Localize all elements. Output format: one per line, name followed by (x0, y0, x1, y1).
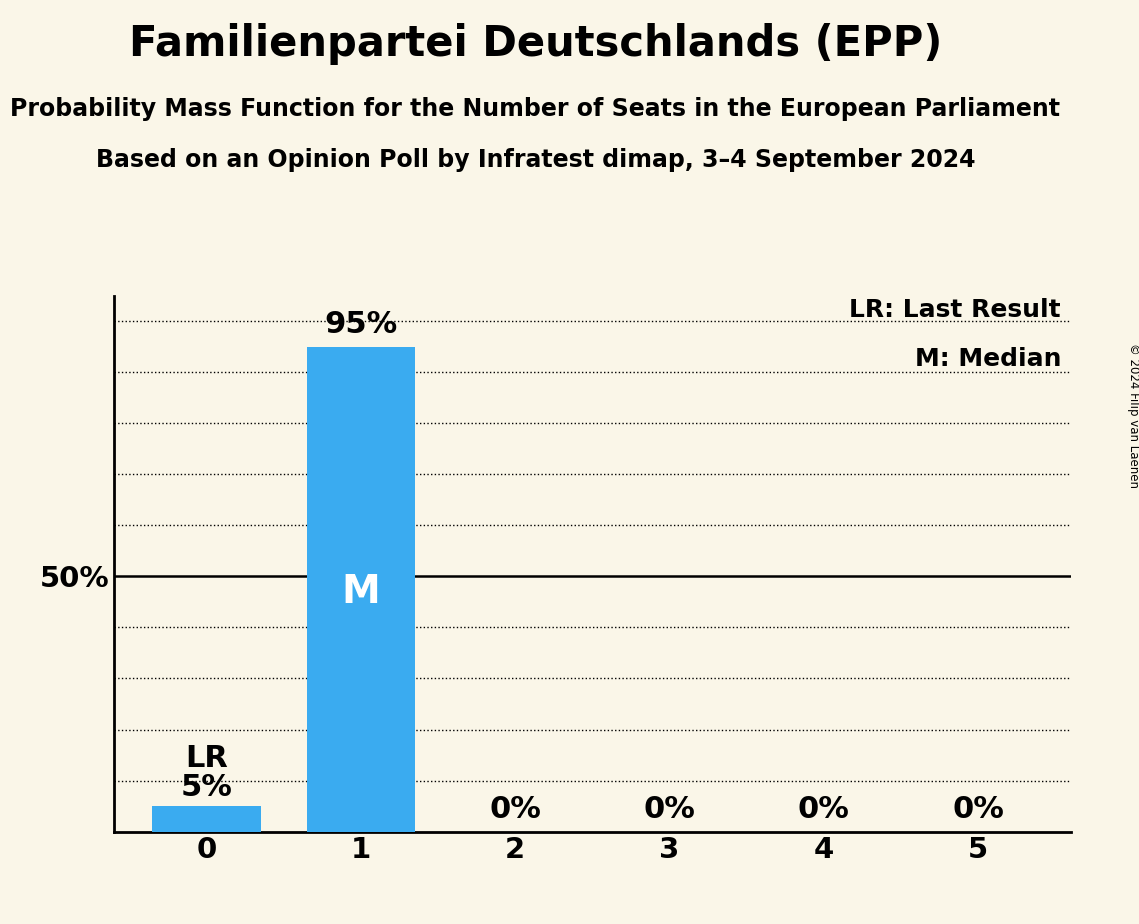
Text: 0%: 0% (952, 795, 1003, 824)
Bar (153, 806, 261, 832)
Text: Probability Mass Function for the Number of Seats in the European Parliament: Probability Mass Function for the Number… (10, 97, 1060, 121)
Text: 0%: 0% (489, 795, 541, 824)
Text: Based on an Opinion Poll by Infratest dimap, 3–4 September 2024: Based on an Opinion Poll by Infratest di… (96, 148, 975, 172)
Text: 0%: 0% (797, 795, 850, 824)
Text: LR: Last Result: LR: Last Result (850, 298, 1062, 322)
Text: M: Median: M: Median (915, 346, 1062, 371)
Text: 0%: 0% (644, 795, 696, 824)
Text: M: M (342, 573, 380, 611)
Text: LR: LR (185, 744, 228, 772)
Text: © 2024 Filip van Laenen: © 2024 Filip van Laenen (1126, 344, 1139, 488)
Text: 95%: 95% (325, 310, 398, 339)
Bar (306, 346, 415, 832)
Text: 5%: 5% (181, 773, 232, 802)
Text: Familienpartei Deutschlands (EPP): Familienpartei Deutschlands (EPP) (129, 23, 942, 65)
